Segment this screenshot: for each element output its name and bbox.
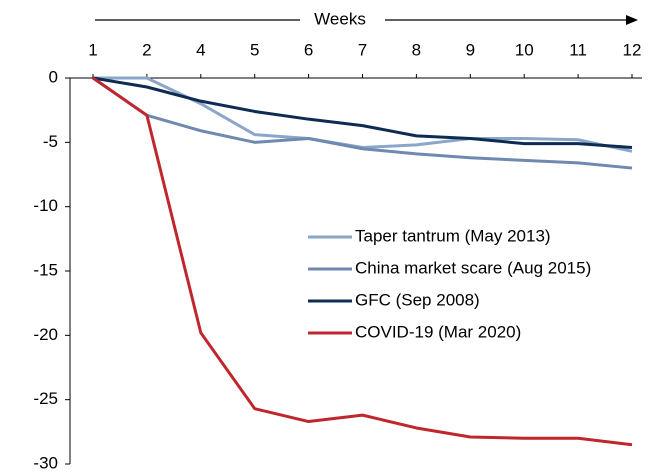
series-line <box>92 76 633 170</box>
x-tick-label: 11 <box>569 40 587 59</box>
legend-label: Taper tantrum (May 2013) <box>355 226 551 245</box>
y-tick-label: 0 <box>49 67 58 86</box>
x-tick-label: 6 <box>304 40 313 59</box>
x-tick-label: 8 <box>412 40 421 59</box>
y-tick-label: -25 <box>33 389 58 408</box>
legend-label: COVID-19 (Mar 2020) <box>355 322 521 341</box>
x-axis-label: Weeks <box>314 9 366 28</box>
x-tick-label: 4 <box>196 40 205 59</box>
y-tick-label: -20 <box>33 325 58 344</box>
x-tick-label: 12 <box>623 40 642 59</box>
arrow-head <box>626 15 638 25</box>
x-tick-label: 9 <box>466 40 475 59</box>
series-line <box>93 76 633 153</box>
legend-label: GFC (Sep 2008) <box>355 290 480 309</box>
series-line <box>92 76 633 149</box>
series-line <box>92 76 633 447</box>
x-tick-label: 7 <box>358 40 367 59</box>
y-tick-label: -10 <box>33 196 58 215</box>
y-tick-label: -30 <box>33 453 58 472</box>
y-tick-label: -5 <box>43 132 58 151</box>
x-tick-label: 2 <box>142 40 151 59</box>
legend-label: China market scare (Aug 2015) <box>355 258 591 277</box>
x-tick-label: 10 <box>515 40 534 59</box>
x-tick-label: 5 <box>250 40 259 59</box>
y-tick-label: -15 <box>33 260 58 279</box>
x-tick-label: 1 <box>88 40 97 59</box>
